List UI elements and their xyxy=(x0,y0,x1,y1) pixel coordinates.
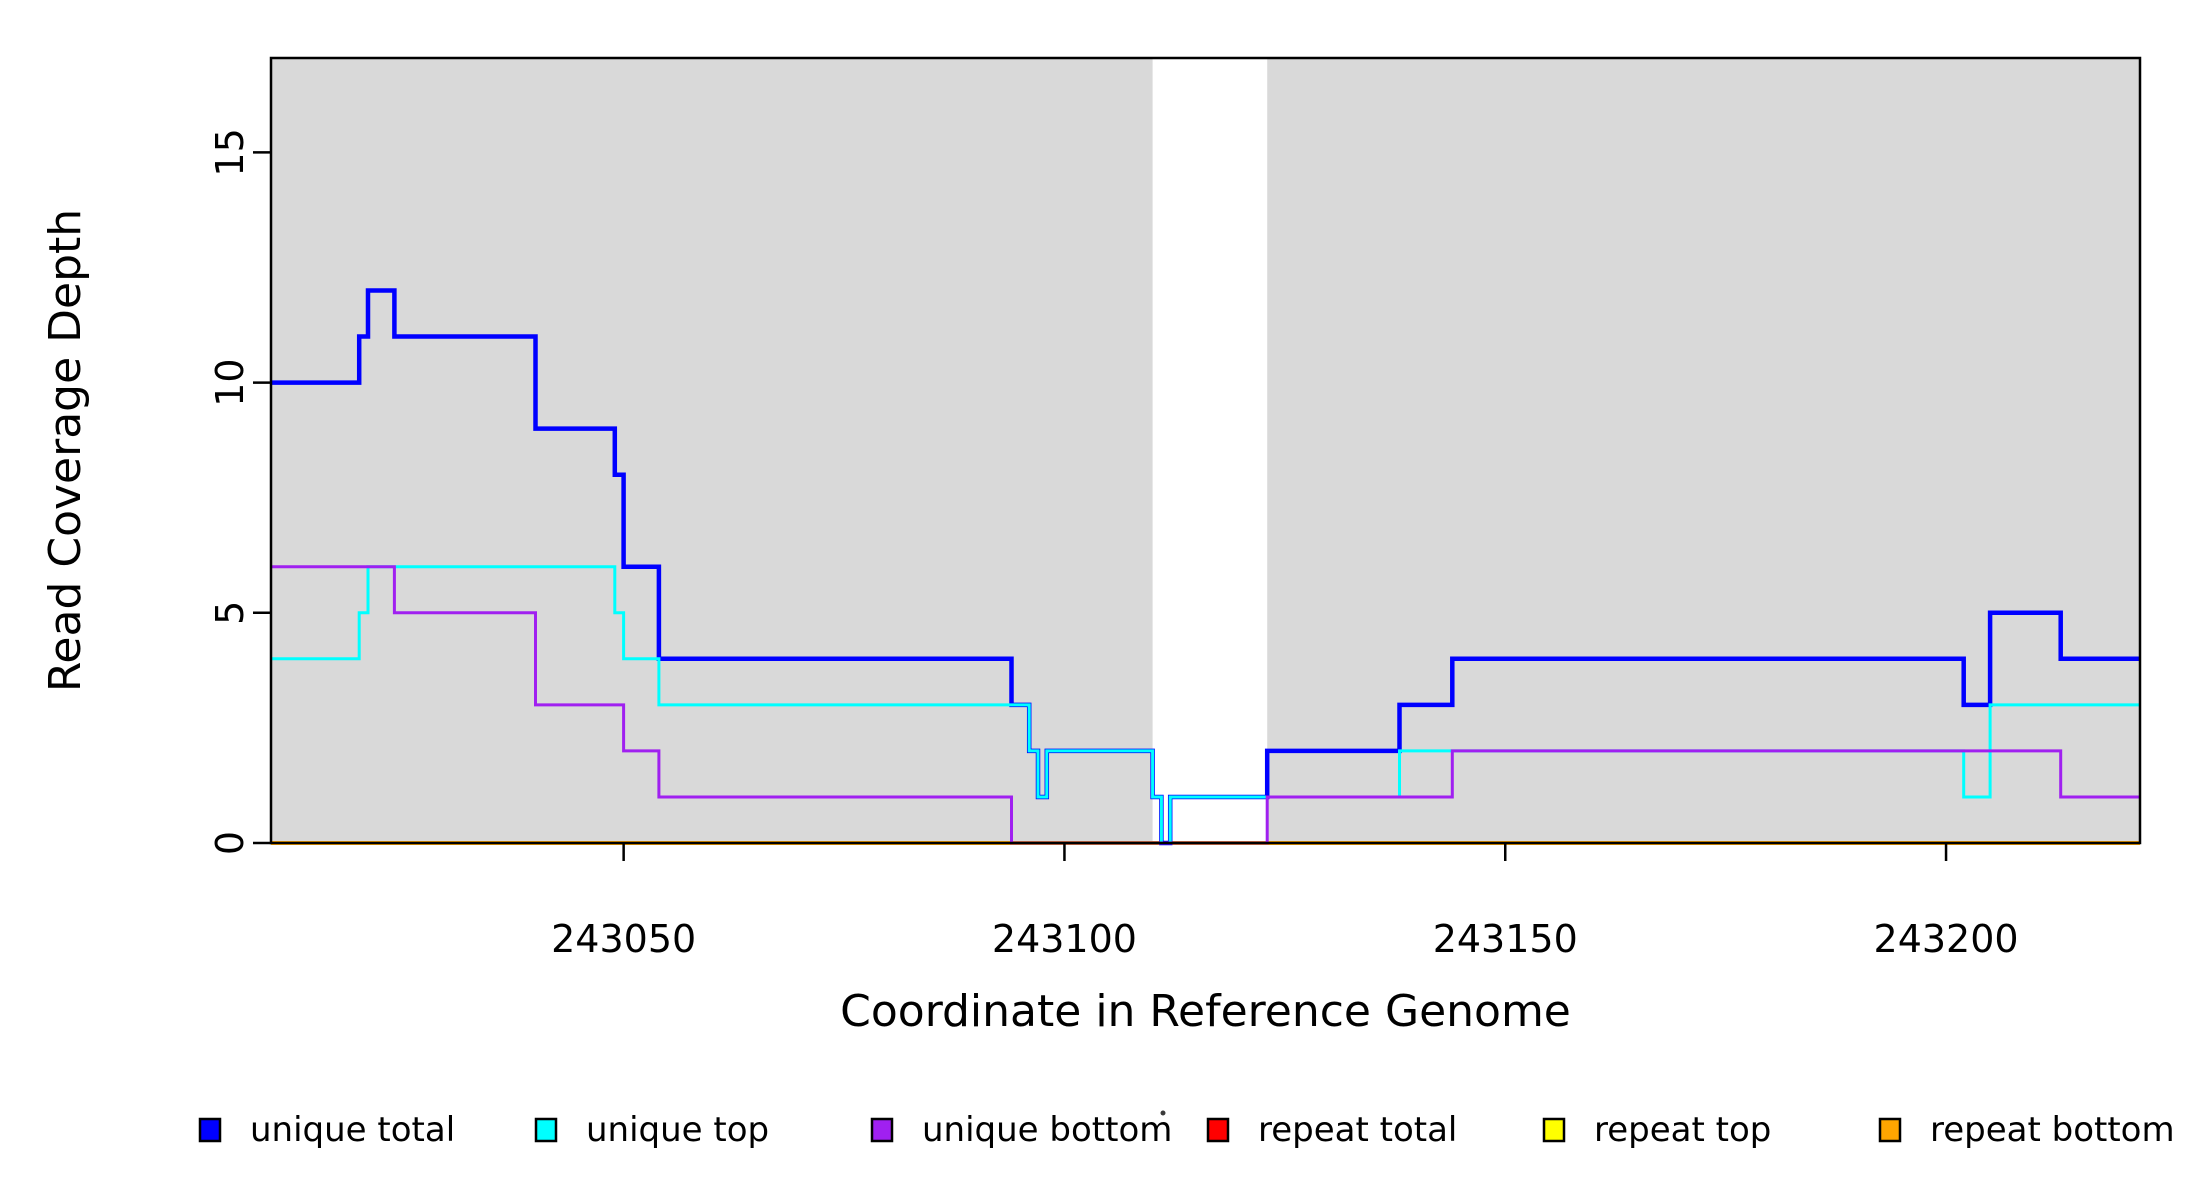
series-line-unique-bottom xyxy=(271,565,2140,845)
legend-swatch-repeat-total xyxy=(1206,1117,1230,1143)
x-tick-label: 243200 xyxy=(1874,917,2019,961)
legend-label-repeat-bottom: repeat bottom xyxy=(1930,1110,2175,1150)
legend-swatch-unique-bottom xyxy=(870,1117,894,1143)
legend-label-unique-top: unique top xyxy=(586,1110,769,1150)
shade-covered-region-2 xyxy=(1267,58,2140,843)
stray-dot xyxy=(1160,1110,1166,1116)
legend-swatch-repeat-top xyxy=(1542,1117,1566,1143)
legend-swatch-repeat-bottom xyxy=(1878,1117,1902,1143)
x-axis-title: Coordinate in Reference Genome xyxy=(840,986,1571,1037)
x-tick-label: 243050 xyxy=(551,917,696,961)
plot-box xyxy=(269,56,2142,845)
y-axis-title: Read Coverage Depth xyxy=(40,209,91,692)
x-tick-label: 243100 xyxy=(992,917,1137,961)
legend-label-unique-bottom: unique bottom xyxy=(922,1110,1172,1150)
y-tick-label: 10 xyxy=(208,358,252,406)
legend-label-repeat-top: repeat top xyxy=(1594,1110,1771,1150)
legend-swatch-unique-total xyxy=(198,1117,222,1143)
legend-label-unique-total: unique total xyxy=(250,1110,455,1150)
shade-covered-region-1 xyxy=(271,58,1153,843)
y-tick-label: 15 xyxy=(208,128,252,176)
legend-label-repeat-total: repeat total xyxy=(1258,1110,1457,1150)
x-tick-label: 243150 xyxy=(1433,917,1578,961)
y-tick-label: 0 xyxy=(208,831,252,855)
legend-swatch-unique-top xyxy=(534,1117,558,1143)
y-tick-label: 5 xyxy=(208,601,252,625)
